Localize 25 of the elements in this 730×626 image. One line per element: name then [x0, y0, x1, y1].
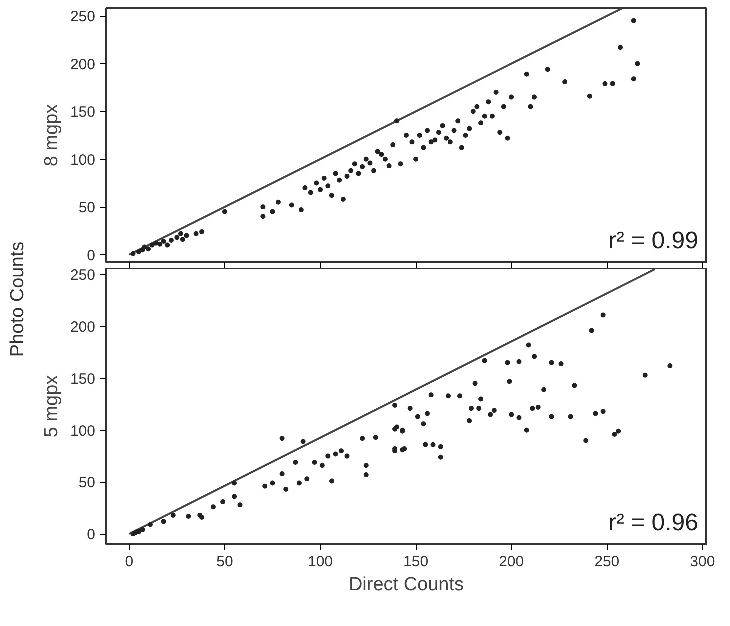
- y-tick-label: 100: [70, 152, 96, 169]
- y-axis-title: 5 mgpx: [41, 374, 62, 438]
- y-tick-label: 250: [70, 267, 96, 284]
- x-tick-label: 0: [125, 554, 134, 570]
- y-tick-label: 250: [70, 8, 96, 26]
- y-tick-label: 150: [70, 370, 96, 388]
- x-tick-label: 200: [499, 554, 524, 570]
- text: Photo Counts: [8, 242, 28, 358]
- y-tick-label: 150: [70, 104, 96, 122]
- x-tick-label: 150: [404, 554, 429, 570]
- x-tick-label: 100: [308, 554, 334, 570]
- x-tick-label: 50: [216, 554, 234, 570]
- y-tick-label: 0: [87, 526, 96, 544]
- y-tick-label: 100: [70, 422, 96, 440]
- annotation: r² = 0.99: [608, 228, 698, 254]
- x-tick-label: 300: [690, 554, 716, 570]
- y-tick-label: 0: [87, 247, 96, 264]
- y-tick-label: 200: [70, 56, 96, 74]
- annotation: r² = 0.96: [608, 510, 698, 536]
- y-axis-title: 8 mgpx: [41, 104, 62, 167]
- y-tick-label: 50: [78, 200, 96, 217]
- y-tick-label: 50: [78, 474, 96, 492]
- x-axis-title: Direct Counts: [348, 574, 464, 596]
- x-tick-label: 250: [594, 554, 620, 570]
- y-tick-label: 200: [70, 319, 96, 336]
